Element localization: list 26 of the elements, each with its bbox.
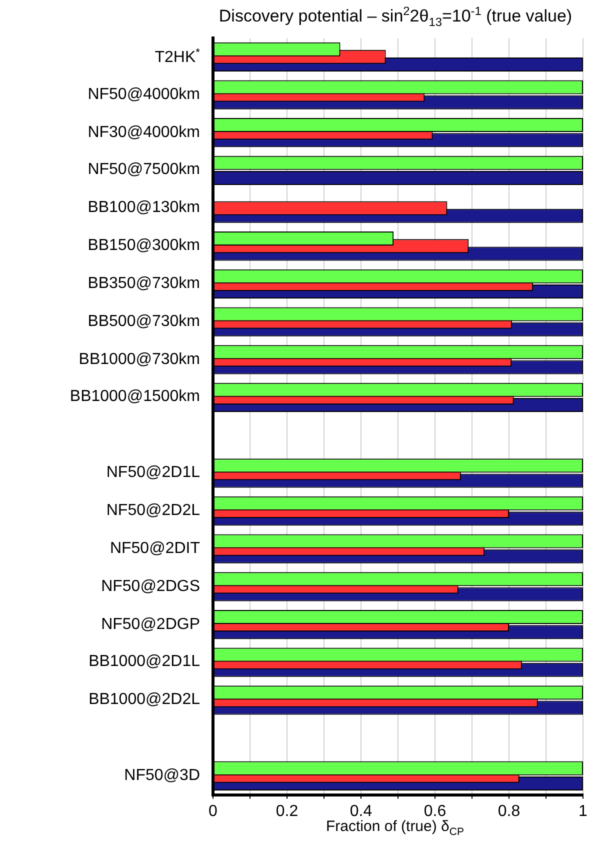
y-tick-label: BB350@730km <box>88 274 200 293</box>
y-tick-label: T2HK$^{*}$ <box>154 46 200 68</box>
y-tick-label: BB1000@2D1L <box>88 653 200 672</box>
y-tick-label: BB500@730km <box>88 312 200 331</box>
y-tick-label: BB1000@1500km <box>70 388 200 406</box>
y-tick-label: BB1000@2D2L <box>88 691 200 710</box>
y-tick-label: BB1000@730km <box>78 350 200 369</box>
y-tick-label: NF30@4000km <box>88 124 200 142</box>
chart-title: Discovery potential – sin$^{2}$2θ$_{13}$=10$^{-1}$ (true value) <box>218 4 574 30</box>
y-tick-label: NF50@2DGS <box>101 578 200 596</box>
y-tick-label: NF50@2D2L <box>106 502 200 520</box>
y-tick-label: NF50@2DGP <box>101 616 200 634</box>
y-tick-label: BB100@130km <box>88 199 200 218</box>
x-tick-label: 0.2 <box>276 802 298 820</box>
x-tick-label: 0.6 <box>424 802 446 820</box>
y-tick-label: NF50@3D <box>124 766 200 785</box>
y-tick-label: NF50@2D1L <box>106 464 200 482</box>
x-tick-label: 0 <box>208 802 218 820</box>
x-axis-title: Fraction of (true) δ$_{CP}$ <box>325 818 465 838</box>
y-tick-label: NF50@2DIT <box>110 540 200 558</box>
y-tick-label: NF50@7500km <box>88 161 200 180</box>
x-tick-label: 0.4 <box>350 802 372 820</box>
x-tick-label: 1 <box>578 802 588 820</box>
y-tick-label: BB150@300km <box>88 237 200 256</box>
x-tick-label: 0.8 <box>498 802 520 820</box>
y-tick-label: NF50@4000km <box>88 86 200 104</box>
